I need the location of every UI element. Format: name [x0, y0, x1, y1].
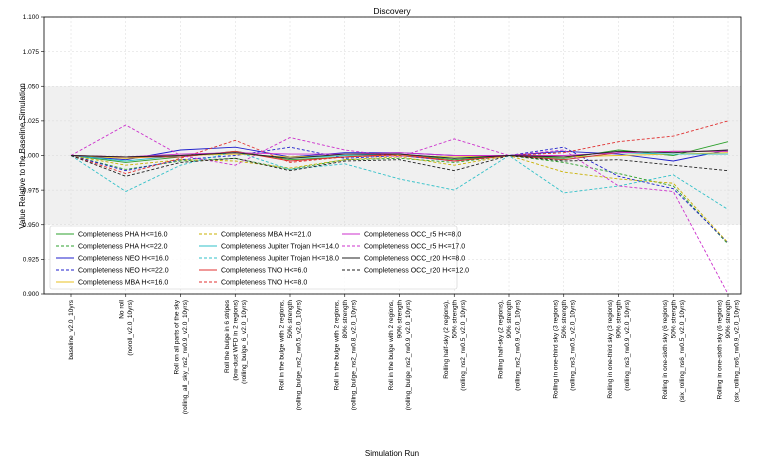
legend-label: Completeness PHA H<=16.0: [78, 232, 168, 239]
x-tick-label: (rolling_bulge_ns2_rw0.8_v2.0_10yrs): [350, 300, 357, 410]
y-tick-label: 1.000: [23, 153, 40, 160]
y-tick-label: 1.025: [23, 118, 40, 125]
y-tick-label: 0.950: [23, 222, 40, 229]
x-tick-label: 80% strength: [342, 300, 349, 339]
legend-label: Completeness Jupiter Trojan H<=14.0: [221, 244, 339, 251]
legend: Completeness PHA H<=16.0 Completeness PHA…: [49, 225, 469, 290]
legend-label: Completeness TNO H<=8.0: [221, 280, 307, 287]
series-line: [70, 150, 728, 158]
x-tick-label: 90% strength: [725, 300, 732, 339]
legend-label: Completeness NEO H<=22.0: [78, 268, 169, 275]
y-axis: 0.900 0.925 0.950 0.975 1.000 1.025 1.050 1.075…: [23, 14, 44, 298]
y-tick-label: 0.900: [23, 291, 40, 298]
x-tick-label: 90% strength: [616, 300, 623, 339]
x-tick-label: (rolling_bulge_ns2_rw0.5_v2.0_10yrs): [296, 300, 303, 410]
x-tick-label: (six_rolling_ns6_rw0.5_v2.0_10yrs): [679, 300, 686, 402]
series-line: [70, 149, 729, 159]
legend-label: Completeness NEO H<=16.0: [78, 256, 169, 263]
legend-label: Completeness OCC_r5 H<=17.0: [364, 244, 465, 251]
legend-label: Completeness MBA H<=16.0: [78, 280, 168, 287]
legend-label: Completeness MBA H<=21.0: [221, 232, 311, 239]
x-tick-label: baseline_v2.0_10yrs: [68, 299, 75, 359]
x-tick-label: (noroll_v2.0_10yrs): [127, 300, 134, 356]
x-tick-label: 50% strength: [451, 300, 458, 339]
y-tick-label: 0.925: [23, 257, 40, 264]
series-line: [70, 155, 729, 177]
legend-label: Completeness TNO H<=6.0: [221, 268, 307, 275]
x-tick-label: (six_rolling_ns6_rw0.9_v2.0_10yrs): [734, 300, 741, 402]
series-line: [70, 155, 729, 245]
x-tick-label: Roll on all parts of the sky: [173, 299, 180, 374]
series-layer: [70, 120, 729, 295]
series-line: [70, 120, 729, 174]
series-line: [70, 150, 729, 210]
x-tick-label: 50% strength: [287, 300, 294, 339]
x-tick-label: Rolling half-sky (2 regions),: [498, 300, 505, 379]
x-tick-label: (rolling_ns2_rw0.5_v2.0_10yrs): [460, 300, 467, 391]
x-tick-label: 50% strength: [561, 300, 568, 339]
y-tick-label: 1.100: [23, 14, 40, 21]
x-tick-label: Rolling in one-third sky (3 regions): [607, 300, 614, 399]
x-tick-label: 90% strength: [506, 300, 513, 339]
x-tick-label: (rolling_bulge_6_v2.0_10yrs): [241, 300, 248, 384]
legend-box: [49, 225, 458, 290]
x-tick-label: (rolling_ns2_rw0.9_v2.0_10yrs): [515, 300, 522, 391]
x-tick-label: 90% strength: [397, 300, 404, 339]
legend-label: Completeness OCC_r20 H<=8.0: [364, 256, 465, 263]
y-tick-label: 1.075: [23, 49, 40, 56]
x-tick-label: Rolling in one-third sky (3 regions): [552, 300, 559, 399]
x-axis-title: Simulation Run: [365, 449, 419, 458]
x-tick-label: (rolling_bulge_ns2_rw0.9_v2.0_10yrs): [405, 300, 412, 410]
x-tick-label: Roll in the bulge with 2 regions,: [279, 300, 286, 391]
x-tick-label: Rolling in one-sixth sky (6 regions): [662, 300, 669, 399]
x-tick-label: (rolling_all_sky_ns2_rw0.9_v2.0_10yrs): [182, 300, 189, 414]
legend-label: Completeness OCC_r5 H<=8.0: [364, 232, 461, 239]
legend-label: Completeness PHA H<=22.0: [78, 244, 168, 251]
x-tick-label: Rolling half-sky (2 regions),: [443, 300, 450, 379]
x-tick-label: Roll in the bulge with 2 regions,: [333, 300, 340, 391]
x-tick-label: No roll: [119, 299, 126, 318]
legend-label: Completeness OCC_r20 H<=12.0: [364, 268, 469, 275]
x-tick-label: Roll the bulge in 6 stripes: [224, 299, 231, 373]
y-axis-title: Value Relative to the Baseline Simulatio…: [18, 83, 27, 229]
chart-title: Discovery: [373, 6, 411, 16]
x-tick-label: Roll in the bulge with 2 regions,: [388, 300, 395, 391]
x-tick-label: (rolling_ns3_rw0.9_v2.0_10yrs): [624, 300, 631, 391]
legend-label: Completeness Jupiter Trojan H<=18.0: [221, 256, 339, 263]
x-tick-label: 50% strength: [670, 300, 677, 339]
y-tick-label: 1.050: [23, 83, 40, 90]
x-tick-label: Rolling in one-sixth sky (6 regions): [717, 300, 724, 399]
y-tick-label: 0.975: [23, 187, 40, 194]
series-line: [70, 155, 729, 244]
x-tick-label: (low-dust WFD in 2 regions): [232, 300, 239, 381]
x-axis: baseline_v2.0_10yrs No roll (noroll_v2.0_1…: [68, 294, 741, 414]
x-tick-label: (rolling_ns3_rw0.5_v2.0_10yrs): [569, 300, 576, 391]
